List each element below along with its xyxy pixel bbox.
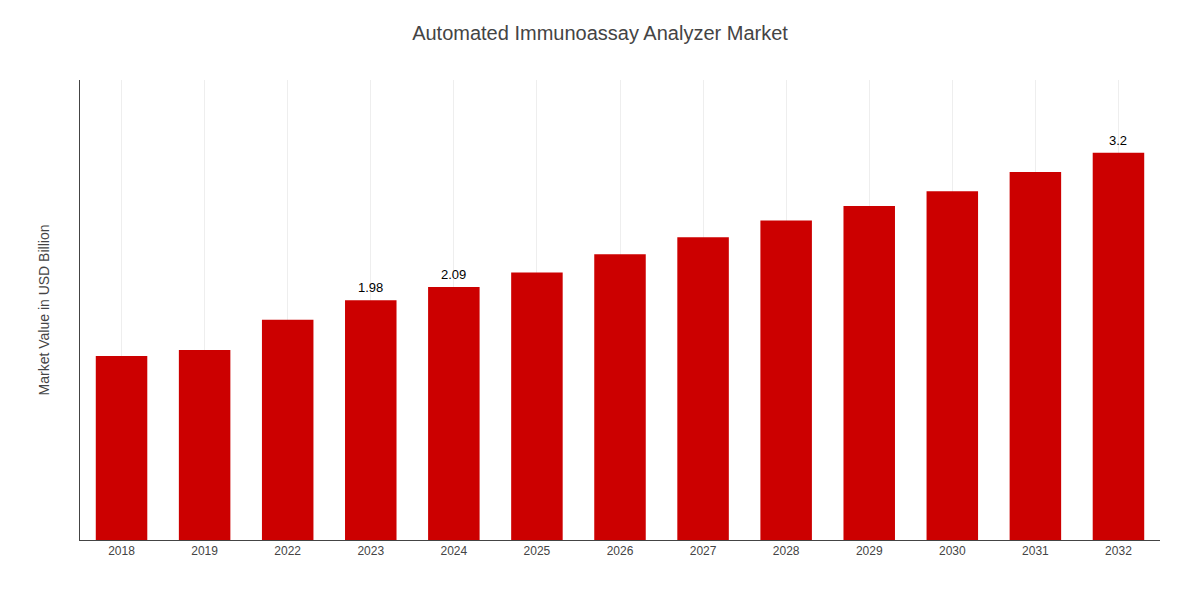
svg-text:2023: 2023 bbox=[357, 544, 384, 558]
svg-text:Automated Immunoassay Analyzer: Automated Immunoassay Analyzer Market bbox=[412, 22, 788, 44]
svg-text:2032: 2032 bbox=[1105, 544, 1132, 558]
svg-text:2019: 2019 bbox=[191, 544, 218, 558]
svg-text:2027: 2027 bbox=[690, 544, 717, 558]
svg-text:2029: 2029 bbox=[856, 544, 883, 558]
svg-text:2025: 2025 bbox=[524, 544, 551, 558]
svg-text:2018: 2018 bbox=[108, 544, 135, 558]
svg-text:2031: 2031 bbox=[1022, 544, 1049, 558]
svg-text:2024: 2024 bbox=[440, 544, 467, 558]
svg-text:2030: 2030 bbox=[939, 544, 966, 558]
svg-text:2026: 2026 bbox=[607, 544, 634, 558]
svg-text:2028: 2028 bbox=[773, 544, 800, 558]
svg-text:1.98: 1.98 bbox=[358, 280, 383, 295]
svg-text:Market Value in USD Billion: Market Value in USD Billion bbox=[36, 225, 52, 396]
svg-text:2022: 2022 bbox=[274, 544, 301, 558]
svg-text:3.2: 3.2 bbox=[1109, 133, 1127, 148]
svg-text:2.09: 2.09 bbox=[441, 267, 466, 282]
